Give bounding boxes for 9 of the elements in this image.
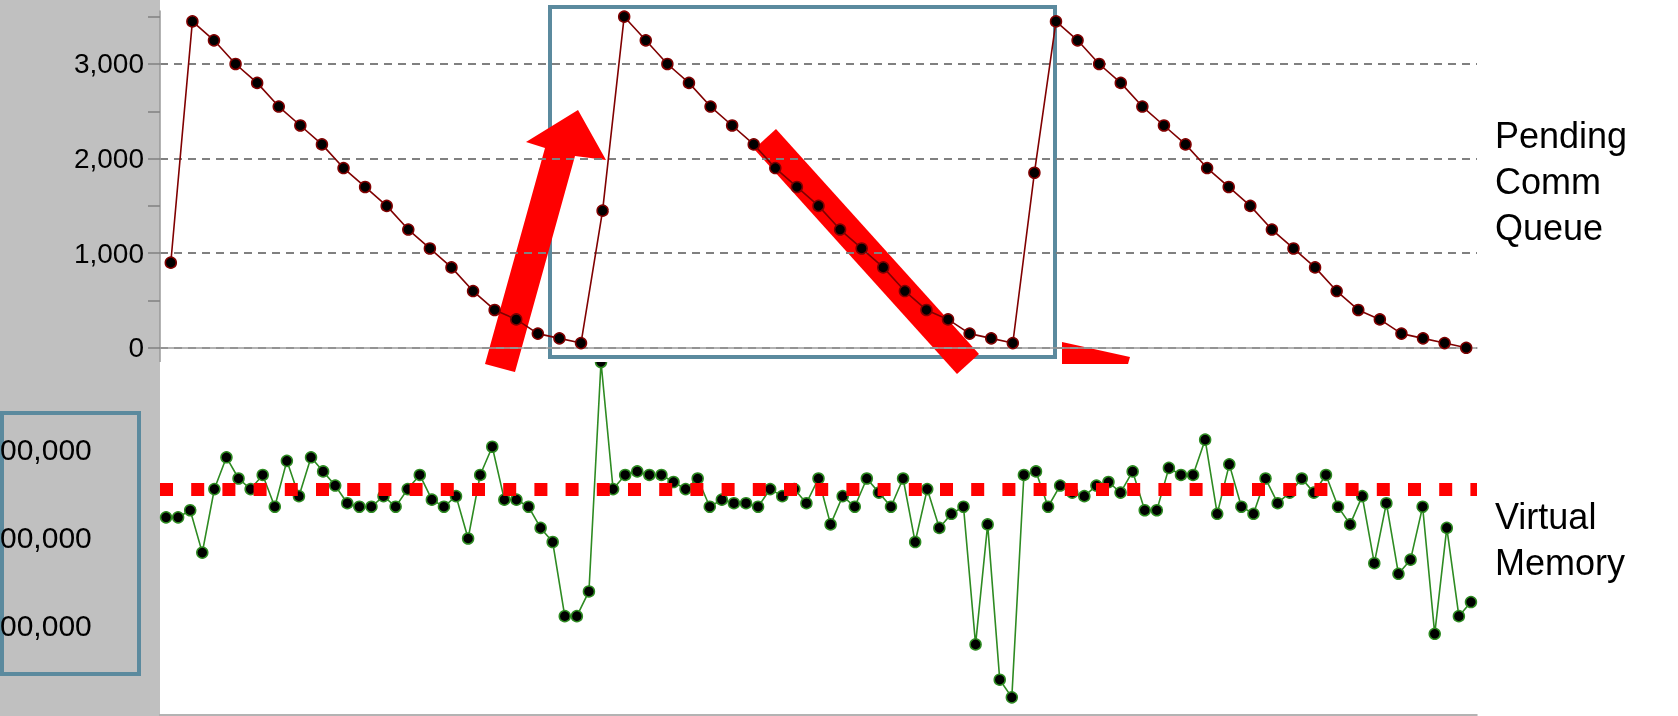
y-axis-title: Virtual Memory xyxy=(1495,495,1626,583)
y-axis-title: Pending Comm Queue xyxy=(1495,114,1638,248)
text: 00,000 xyxy=(0,521,92,554)
text: 00,000 xyxy=(0,432,92,466)
y-tick-label: 3,000 xyxy=(73,48,144,80)
y-tick-label: 0 xyxy=(128,332,144,364)
y-tick-label: 1,000 xyxy=(73,237,144,269)
y-tick-label: 2,000 xyxy=(73,143,144,175)
text: 00,000 xyxy=(0,609,92,643)
